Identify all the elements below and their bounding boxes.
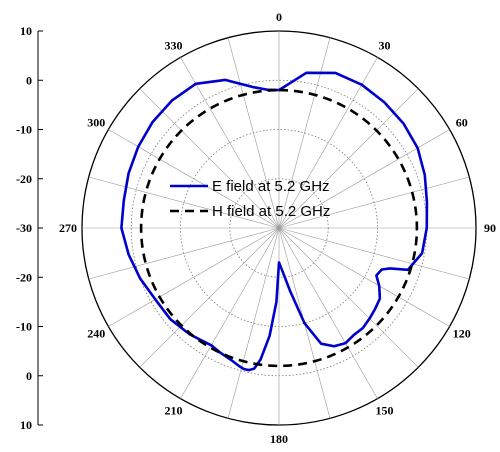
grid-spoke-60	[278, 129, 450, 229]
grid-spoke-15	[278, 37, 331, 229]
series-group	[120, 71, 429, 372]
grid-spoke-150	[278, 227, 378, 399]
radial-tick-label-6: -10	[16, 320, 32, 334]
angle-tick-label-300: 300	[87, 116, 105, 130]
grid-spoke-45	[278, 88, 419, 229]
angle-tick-label-210: 210	[165, 404, 183, 418]
grid-spoke-30	[278, 57, 378, 229]
grid-spoke-330	[180, 57, 280, 229]
radial-tick-label-5: -20	[16, 270, 32, 284]
angle-tick-label-270: 270	[59, 221, 77, 235]
radial-tick-label-2: -10	[16, 123, 32, 137]
grid-spoke-240	[108, 227, 280, 327]
grid-spoke-345	[227, 37, 280, 229]
angle-tick-label-30: 30	[379, 38, 391, 52]
grid-spoke-285	[88, 176, 280, 229]
angle-tick-label-180: 180	[270, 432, 288, 446]
polar-grid: 0 30 60 90 120 150 180 210 240 270 300 330	[59, 10, 496, 446]
grid-spoke-120	[278, 227, 450, 327]
radial-axis: 10 0 -10 -20 -30 -20 -10 0 10	[16, 24, 43, 432]
angle-tick-label-90: 90	[484, 221, 496, 235]
grid-spoke-255	[88, 227, 280, 280]
grid-spoke-225	[139, 227, 280, 368]
grid-spoke-210	[180, 227, 280, 399]
grid-spoke-135	[278, 227, 419, 368]
legend-label-1: H field at 5.2 GHz	[212, 203, 330, 220]
grid-spoke-300	[108, 129, 280, 229]
grid-spoke-195	[227, 227, 280, 419]
angle-tick-label-0: 0	[276, 10, 282, 24]
angle-tick-label-240: 240	[87, 327, 105, 341]
legend-label-0: E field at 5.2 GHz	[212, 178, 330, 195]
legend: E field at 5.2 GHz H field at 5.2 GHz	[170, 178, 330, 220]
radial-tick-label-8: 10	[20, 418, 32, 432]
angle-tick-label-120: 120	[453, 327, 471, 341]
series-line-1	[139, 88, 419, 368]
radial-tick-label-3: -20	[16, 172, 32, 186]
radial-tick-label-4: -30	[16, 221, 32, 235]
angle-tick-label-60: 60	[456, 116, 468, 130]
radial-tick-label-7: 0	[26, 369, 32, 383]
grid-spoke-75	[278, 176, 470, 229]
angle-tick-label-330: 330	[165, 38, 183, 52]
radial-tick-label-1: 0	[26, 73, 32, 87]
series-line-0	[120, 71, 429, 372]
radial-tick-label-0: 10	[20, 24, 32, 38]
grid-spoke-105	[278, 227, 470, 280]
angle-tick-label-150: 150	[376, 404, 394, 418]
